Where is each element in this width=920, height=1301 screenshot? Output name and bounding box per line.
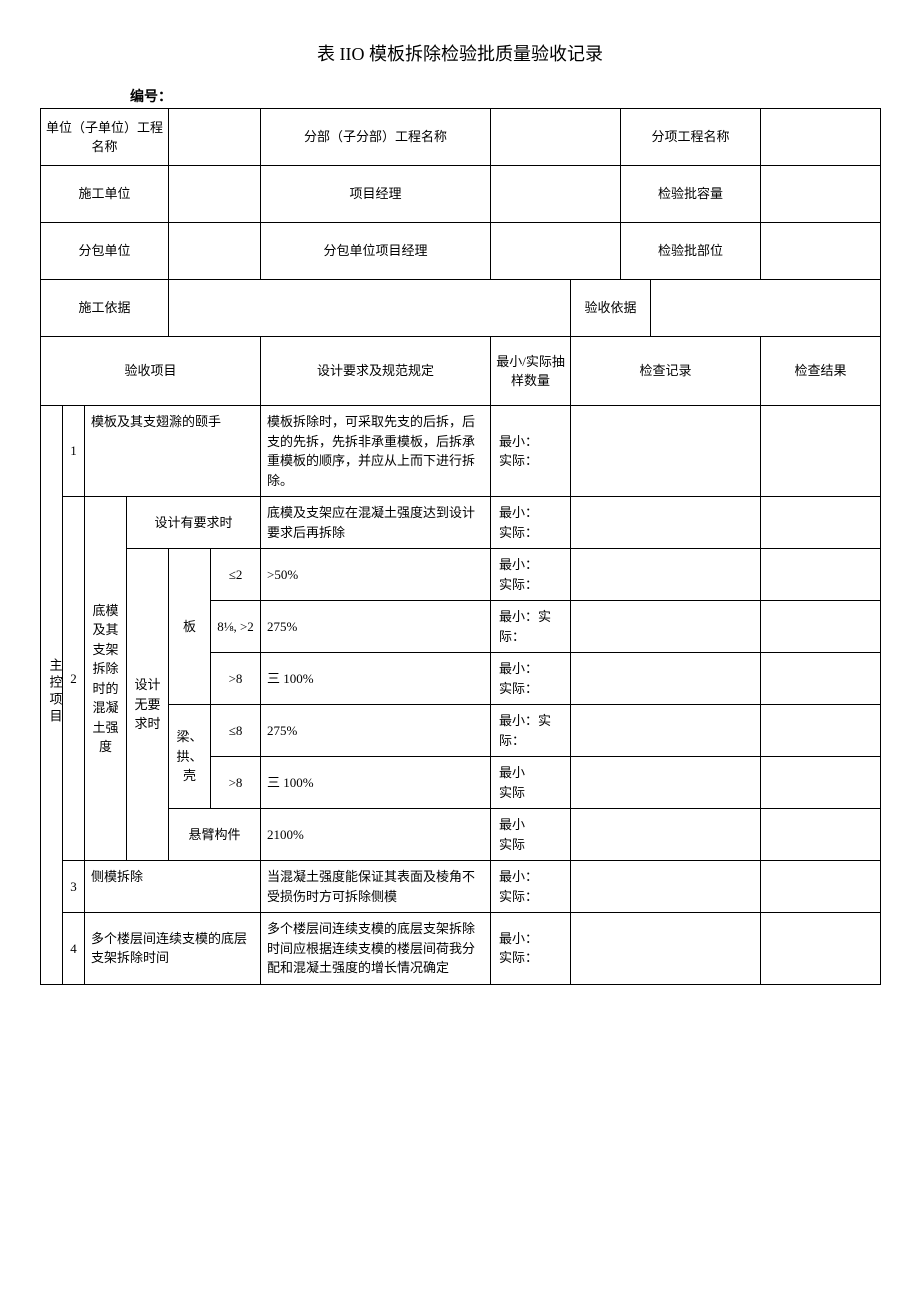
project-manager-label: 项目经理 — [261, 166, 491, 223]
row2-s5-span: >8 — [211, 757, 261, 809]
subcontractor-pm-label: 分包单位项目经理 — [261, 223, 491, 280]
row2-s6-record — [571, 809, 761, 861]
sub-project-label: 分部（子分部）工程名称 — [261, 109, 491, 166]
unit-project-label: 单位（子单位）工程名称 — [41, 109, 169, 166]
row2-beam-label: 梁、拱、壳 — [169, 705, 211, 809]
row4-num: 4 — [63, 913, 85, 985]
row2-s3-span: >8 — [211, 653, 261, 705]
serial-number-label: 编号： — [40, 86, 880, 106]
row2-s5-record — [571, 757, 761, 809]
row2-item: 底模及其支架拆除时的混凝土强度 — [85, 497, 127, 861]
batch-location-label: 检验批部位 — [621, 223, 761, 280]
row2-design-req-text: 底模及支架应在混凝土强度达到设计要求后再拆除 — [261, 497, 491, 549]
row2-s5-val: 三 100% — [261, 757, 491, 809]
subcontractor-pm-value — [491, 223, 621, 280]
item-project-value — [761, 109, 881, 166]
row3-num: 3 — [63, 861, 85, 913]
row2a-result — [761, 497, 881, 549]
row3-req: 当混凝土强度能保证其表面及棱角不受损伤时方可拆除侧模 — [261, 861, 491, 913]
row1-record — [571, 406, 761, 497]
row3-record — [571, 861, 761, 913]
row3-result — [761, 861, 881, 913]
row4-sample: 最小：实际： — [491, 913, 571, 985]
row2-s6-val: 2100% — [261, 809, 491, 861]
col-check-result: 检查结果 — [761, 337, 881, 406]
row2-s1-result — [761, 549, 881, 601]
row2-num: 2 — [63, 497, 85, 861]
construction-basis-value — [169, 280, 571, 337]
acceptance-basis-label: 验收依据 — [571, 280, 651, 337]
batch-capacity-value — [761, 166, 881, 223]
row2-s3-sample: 最小：实际： — [491, 653, 571, 705]
row2-s4-span: ≤8 — [211, 705, 261, 757]
row2-s1-val: >50% — [261, 549, 491, 601]
row2-s4-result — [761, 705, 881, 757]
row1-result — [761, 406, 881, 497]
row1-num: 1 — [63, 406, 85, 497]
row4-result — [761, 913, 881, 985]
row3-item: 侧模拆除 — [85, 861, 261, 913]
row2-s2-result — [761, 601, 881, 653]
row2-s6-sample: 最小实际 — [491, 809, 571, 861]
row2-s2-val: 275% — [261, 601, 491, 653]
col-sample-qty: 最小/实际抽样数量 — [491, 337, 571, 406]
batch-location-value — [761, 223, 881, 280]
construction-basis-label: 施工依据 — [41, 280, 169, 337]
row2-s1-record — [571, 549, 761, 601]
row2a-sample: 最小：实际： — [491, 497, 571, 549]
row2a-record — [571, 497, 761, 549]
row2-design-req-label: 设计有要求时 — [127, 497, 261, 549]
row2-s4-sample: 最小：实际： — [491, 705, 571, 757]
side-label: 主控项目 — [41, 406, 63, 985]
row2-s3-result — [761, 653, 881, 705]
row2-cantilever-label: 悬臂构件 — [169, 809, 261, 861]
acceptance-basis-value — [651, 280, 881, 337]
row3-sample: 最小：实际： — [491, 861, 571, 913]
row2-s4-val: 275% — [261, 705, 491, 757]
row4-req: 多个楼层间连续支模的底层支架拆除时间应根据连续支模的楼层间荷我分配和混凝土强度的… — [261, 913, 491, 985]
subcontractor-value — [169, 223, 261, 280]
row2-s3-val: 三 100% — [261, 653, 491, 705]
col-check-record: 检查记录 — [571, 337, 761, 406]
sub-project-value — [491, 109, 621, 166]
row2-s3-record — [571, 653, 761, 705]
col-design-req: 设计要求及规范规定 — [261, 337, 491, 406]
row4-record — [571, 913, 761, 985]
col-acceptance-item: 验收项目 — [41, 337, 261, 406]
unit-project-value — [169, 109, 261, 166]
subcontractor-label: 分包单位 — [41, 223, 169, 280]
row2-s5-sample: 最小实际 — [491, 757, 571, 809]
construction-unit-value — [169, 166, 261, 223]
row2-s5-result — [761, 757, 881, 809]
row2-s2-record — [571, 601, 761, 653]
row1-item: 模板及其支翅滁的颐手 — [85, 406, 261, 497]
row4-item: 多个楼层间连续支模的底层支架拆除时间 — [85, 913, 261, 985]
main-table: 单位（子单位）工程名称 分部（子分部）工程名称 分项工程名称 施工单位 项目经理… — [40, 108, 881, 985]
row2-s6-result — [761, 809, 881, 861]
row1-req: 模板拆除时，可采取先支的后拆，后支的先拆，先拆非承重模板，后拆承重模板的顺序，并… — [261, 406, 491, 497]
row2-slab-label: 板 — [169, 549, 211, 705]
row2-s1-span: ≤2 — [211, 549, 261, 601]
row2-s2-sample: 最小：实际： — [491, 601, 571, 653]
document-title: 表 IIO 模板拆除检验批质量验收记录 — [40, 40, 880, 66]
row1-sample: 最小：实际： — [491, 406, 571, 497]
batch-capacity-label: 检验批容量 — [621, 166, 761, 223]
page-container: 表 IIO 模板拆除检验批质量验收记录 编号： 单位（子单位）工程名称 分部（子… — [40, 40, 880, 985]
row2-s4-record — [571, 705, 761, 757]
item-project-label: 分项工程名称 — [621, 109, 761, 166]
project-manager-value — [491, 166, 621, 223]
row2-no-req-label: 设计无要求时 — [127, 549, 169, 861]
construction-unit-label: 施工单位 — [41, 166, 169, 223]
row2-s2-span: 8⅛, >2 — [211, 601, 261, 653]
row2-s1-sample: 最小：实际： — [491, 549, 571, 601]
